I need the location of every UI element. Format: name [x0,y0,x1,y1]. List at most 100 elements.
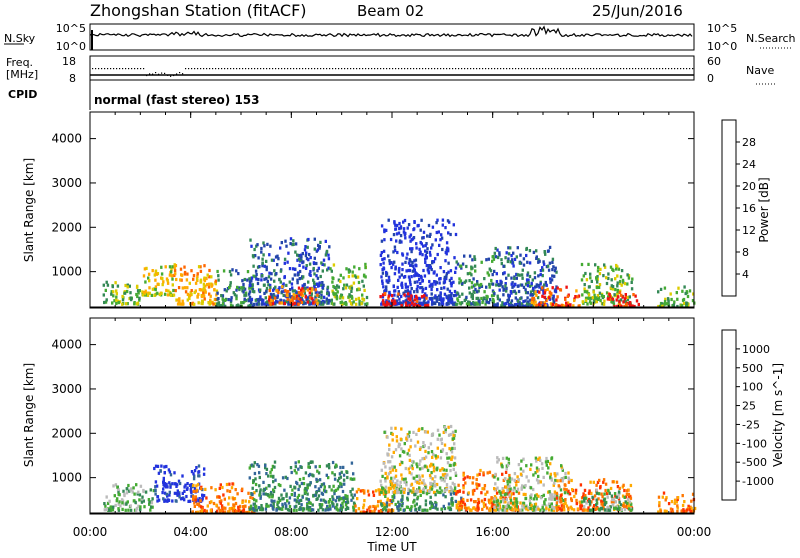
range-gate-cell [415,299,419,303]
range-gate-cell [383,257,386,261]
range-gate-cell [333,294,336,298]
range-gate-cell [429,232,432,236]
range-gate-cell [289,237,293,241]
range-gate-cell [627,492,631,496]
range-gate-cell [376,504,380,508]
range-gate-cell [444,495,447,499]
range-gate-cell [363,273,366,277]
range-gate-cell [205,276,208,281]
range-gate-cell [399,301,402,305]
range-gate-cell [629,496,633,500]
range-gate-cell [553,495,556,499]
range-gate-cell [304,490,308,494]
range-gate-cell [378,490,381,494]
range-gate-cell [541,506,544,510]
range-gate-cell [301,298,304,302]
range-gate-cell [261,300,264,304]
range-gate-cell [160,291,163,295]
range-gate-cell [300,296,303,300]
range-gate-cell [462,498,465,502]
range-gate-cell [543,301,546,305]
range-gate-cell [250,279,253,283]
range-gate-cell [171,277,174,281]
nave-point [455,68,457,70]
nave-point [479,68,481,70]
range-gate-cell [516,246,519,250]
range-gate-cell [384,490,387,494]
range-gate-cell [448,278,452,282]
range-gate-cell [601,302,604,306]
range-gate-cell [271,302,275,306]
range-gate-cell [281,285,284,289]
range-gate-cell [415,432,418,436]
range-gate-cell [620,507,623,512]
range-gate-cell [322,299,325,303]
range-gate-cell [527,278,530,282]
range-gate-cell [299,498,303,502]
range-gate-cell [441,448,445,452]
range-gate-cell [409,263,412,267]
range-gate-cell [691,492,695,496]
range-gate-cell [450,276,453,280]
range-gate-cell [664,302,667,306]
range-gate-cell [550,508,553,512]
range-gate-cell [522,299,525,304]
range-gate-cell [116,497,119,501]
range-gate-cell [407,492,410,496]
range-gate-cell [268,288,271,293]
range-gate-cell [298,499,301,503]
range-gate-cell [353,265,356,269]
range-gate-cell [173,471,176,475]
range-gate-cell [154,485,157,489]
range-gate-cell [447,270,450,274]
range-gate-cell [471,296,474,301]
range-gate-cell [111,301,114,305]
range-gate-cell [200,288,203,292]
nave-point [656,68,658,70]
range-gate-cell [542,262,546,266]
range-gate-cell [253,461,256,465]
range-gate-cell [659,287,663,291]
range-gate-cell [437,294,441,298]
range-gate-cell [477,296,480,300]
range-gate-cell [165,277,169,281]
range-gate-cell [233,293,237,297]
range-gate-cell [415,490,418,495]
range-gate-cell [670,500,674,504]
range-gate-cell [582,274,585,278]
velocity-ylabel: Slant Range [km] [22,363,36,467]
range-gate-cell [390,476,393,480]
range-gate-cell [484,492,487,496]
range-gate-cell [342,287,345,291]
range-gate-cell [386,497,390,501]
range-gate-cell [306,486,309,490]
range-gate-cell [578,500,581,504]
range-gate-cell [394,426,397,430]
range-gate-cell [559,494,563,498]
range-gate-cell [521,304,525,308]
range-gate-cell [501,496,505,500]
range-gate-cell [434,454,437,458]
range-gate-cell [512,264,515,268]
range-gate-cell [300,481,304,486]
range-gate-cell [210,486,213,490]
range-gate-cell [470,281,474,285]
range-gate-cell [204,284,207,288]
range-gate-cell [541,268,545,272]
range-gate-cell [162,483,165,487]
range-gate-cell [530,493,533,497]
range-gate-cell [480,260,483,264]
range-gate-cell [288,292,291,296]
range-gate-cell [456,490,460,494]
range-gate-cell [396,250,399,255]
range-gate-cell [451,437,454,441]
range-gate-cell [447,296,450,300]
range-gate-cell [417,296,420,300]
range-gate-cell [681,494,684,498]
range-gate-cell [572,508,576,512]
nave-point [320,68,322,70]
range-gate-cell [377,488,380,492]
range-gate-cell [419,446,422,450]
range-gate-cell [105,507,109,512]
